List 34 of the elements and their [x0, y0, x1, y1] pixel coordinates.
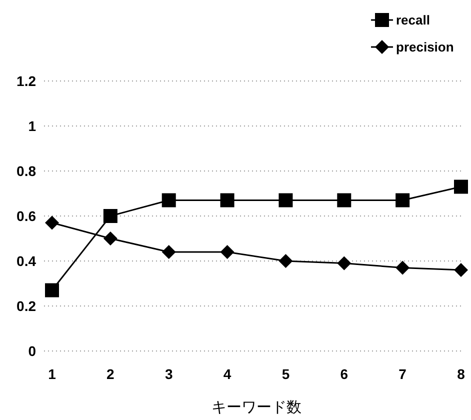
x-tick-label: 5: [282, 366, 290, 382]
point: [278, 193, 293, 208]
point: [162, 245, 176, 259]
x-tick-label: 4: [223, 366, 232, 382]
y-tick-label: 1.2: [16, 72, 36, 89]
x-tick-label: 8: [457, 366, 466, 382]
x-axis-title: キーワード数: [212, 398, 302, 416]
point: [220, 245, 234, 259]
point: [103, 209, 118, 223]
y-tick-label: 0.2: [16, 298, 36, 314]
point: [278, 254, 293, 268]
y-tick-label: 0: [28, 342, 36, 359]
point: [396, 193, 410, 208]
point: [454, 180, 468, 194]
point: [454, 263, 468, 277]
point: [337, 193, 352, 208]
legend-label: recall: [396, 12, 430, 28]
point: [220, 193, 234, 208]
point: [45, 283, 59, 298]
point: [396, 260, 410, 275]
point: [103, 232, 118, 246]
legend-label: precision: [396, 40, 454, 55]
point: [162, 193, 176, 208]
x-tick-label: 1: [48, 366, 56, 382]
x-tick-label: 2: [106, 366, 115, 382]
x-tick-label: 3: [164, 366, 173, 382]
x-tick-label: 6: [340, 366, 348, 382]
y-tick-label: 0.8: [16, 162, 36, 179]
point: [45, 216, 59, 230]
y-tick-label: 0.4: [16, 252, 36, 269]
x-tick-label: 7: [398, 366, 407, 382]
y-tick-label: 1: [28, 118, 36, 134]
point: [337, 256, 352, 270]
y-tick-label: 0.6: [16, 208, 36, 224]
